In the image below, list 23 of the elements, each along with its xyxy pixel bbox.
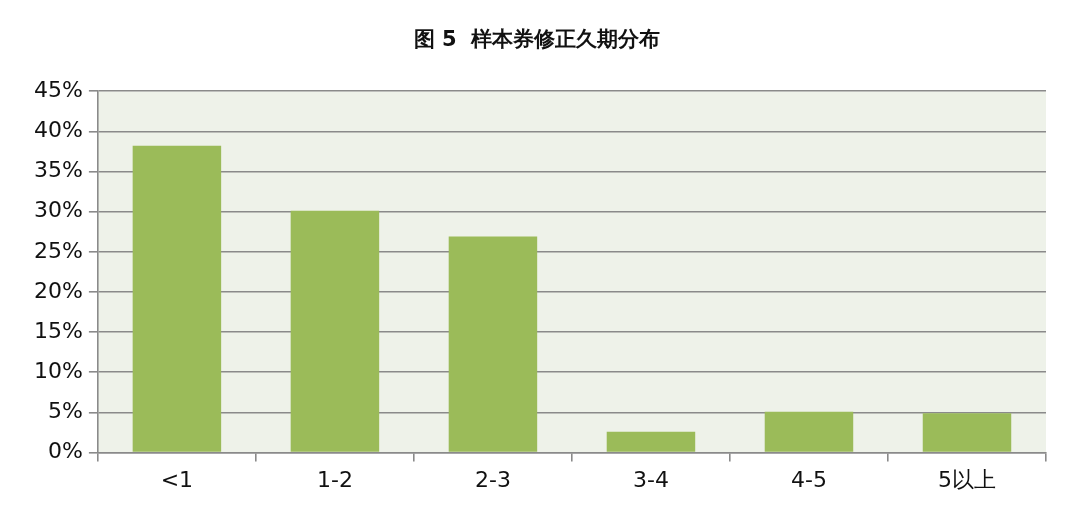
- y-tick-label: 45%: [33, 76, 83, 102]
- y-tick-label: 25%: [33, 237, 83, 263]
- y-tick-label: 15%: [33, 317, 83, 343]
- bar: [290, 210, 380, 452]
- bar: [764, 411, 854, 452]
- y-tick-label: 40%: [33, 117, 83, 143]
- x-tick-label: <1: [160, 466, 194, 492]
- bar: [922, 413, 1012, 452]
- x-tick-label: 3-4: [632, 466, 669, 492]
- bar: [606, 431, 696, 452]
- x-tick-label: 4-5: [791, 466, 827, 492]
- chart-title: 图 5 样本券修正久期分布: [413, 27, 661, 52]
- bar: [132, 145, 222, 452]
- y-tick-label: 35%: [33, 157, 83, 183]
- y-tick-label: 5%: [47, 398, 83, 424]
- bar: [448, 236, 538, 452]
- x-tick-label: 2-3: [474, 466, 511, 492]
- y-tick-label: 20%: [33, 277, 83, 303]
- y-tick-label: 10%: [33, 358, 83, 384]
- x-tick-label: 5以上: [937, 466, 996, 492]
- y-tick-label: 0%: [47, 438, 83, 464]
- x-tick-label: 1-2: [316, 466, 353, 492]
- y-tick-label: 30%: [33, 197, 83, 223]
